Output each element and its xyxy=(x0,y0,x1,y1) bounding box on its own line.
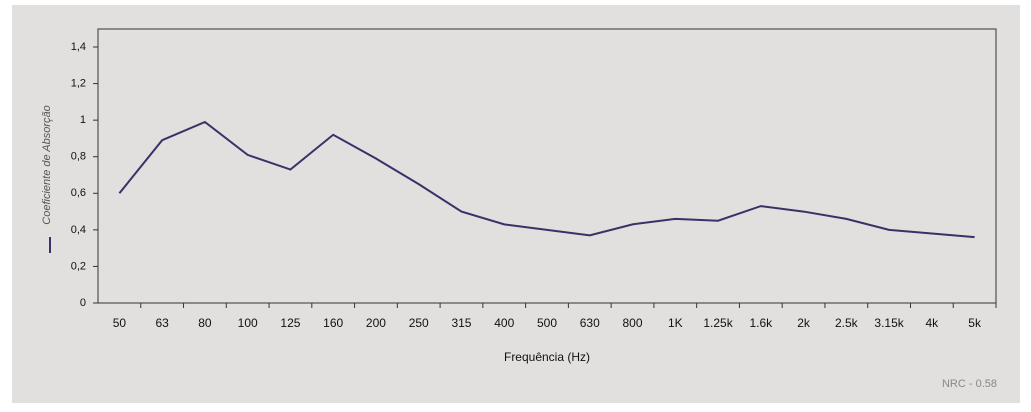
x-tick-label: 800 xyxy=(623,316,643,330)
y-tick-label: 0,4 xyxy=(71,224,86,236)
x-tick-label: 250 xyxy=(409,316,429,330)
plot-frame xyxy=(97,28,997,304)
x-tick-label: 63 xyxy=(155,316,169,330)
x-tick-label: 80 xyxy=(198,316,212,330)
x-tick-label: 315 xyxy=(451,316,471,330)
x-tick-label: 4k xyxy=(926,316,940,330)
x-axis-label: Frequência (Hz) xyxy=(504,350,590,364)
y-tick-label: 1,4 xyxy=(71,41,86,53)
x-tick-label: 100 xyxy=(238,316,258,330)
annotation: NRC - 0.58 xyxy=(942,378,997,390)
x-tick-label: 2.5k xyxy=(835,316,859,330)
x-tick-label: 200 xyxy=(366,316,386,330)
data-line xyxy=(118,120,975,239)
y-tick-label: 1 xyxy=(80,114,86,126)
x-tick-label: 125 xyxy=(280,316,300,330)
x-tick-label: 1.25k xyxy=(703,316,733,330)
y-tick-label: 0,2 xyxy=(71,260,86,272)
y-axis-label: Coeficiente de Absorção xyxy=(41,105,53,224)
x-tick-label: 500 xyxy=(537,316,557,330)
panel xyxy=(12,5,1020,403)
y-tick-label: 0 xyxy=(80,297,86,309)
x-tick-label: 400 xyxy=(494,316,514,330)
y-tick-label: 1,2 xyxy=(71,77,86,89)
x-tick-label: 3.15k xyxy=(874,316,904,330)
x-tick-label: 2k xyxy=(797,316,811,330)
x-tick-label: 1K xyxy=(668,316,683,330)
x-tick-label: 50 xyxy=(113,316,127,330)
x-tick-label: 630 xyxy=(580,316,600,330)
y-tick-label: 0,6 xyxy=(71,187,86,199)
x-tick-label: 1.6k xyxy=(749,316,773,330)
x-tick-label: 5k xyxy=(968,316,982,330)
x-tick-label: 160 xyxy=(323,316,343,330)
y-tick-label: 0,8 xyxy=(71,151,86,163)
